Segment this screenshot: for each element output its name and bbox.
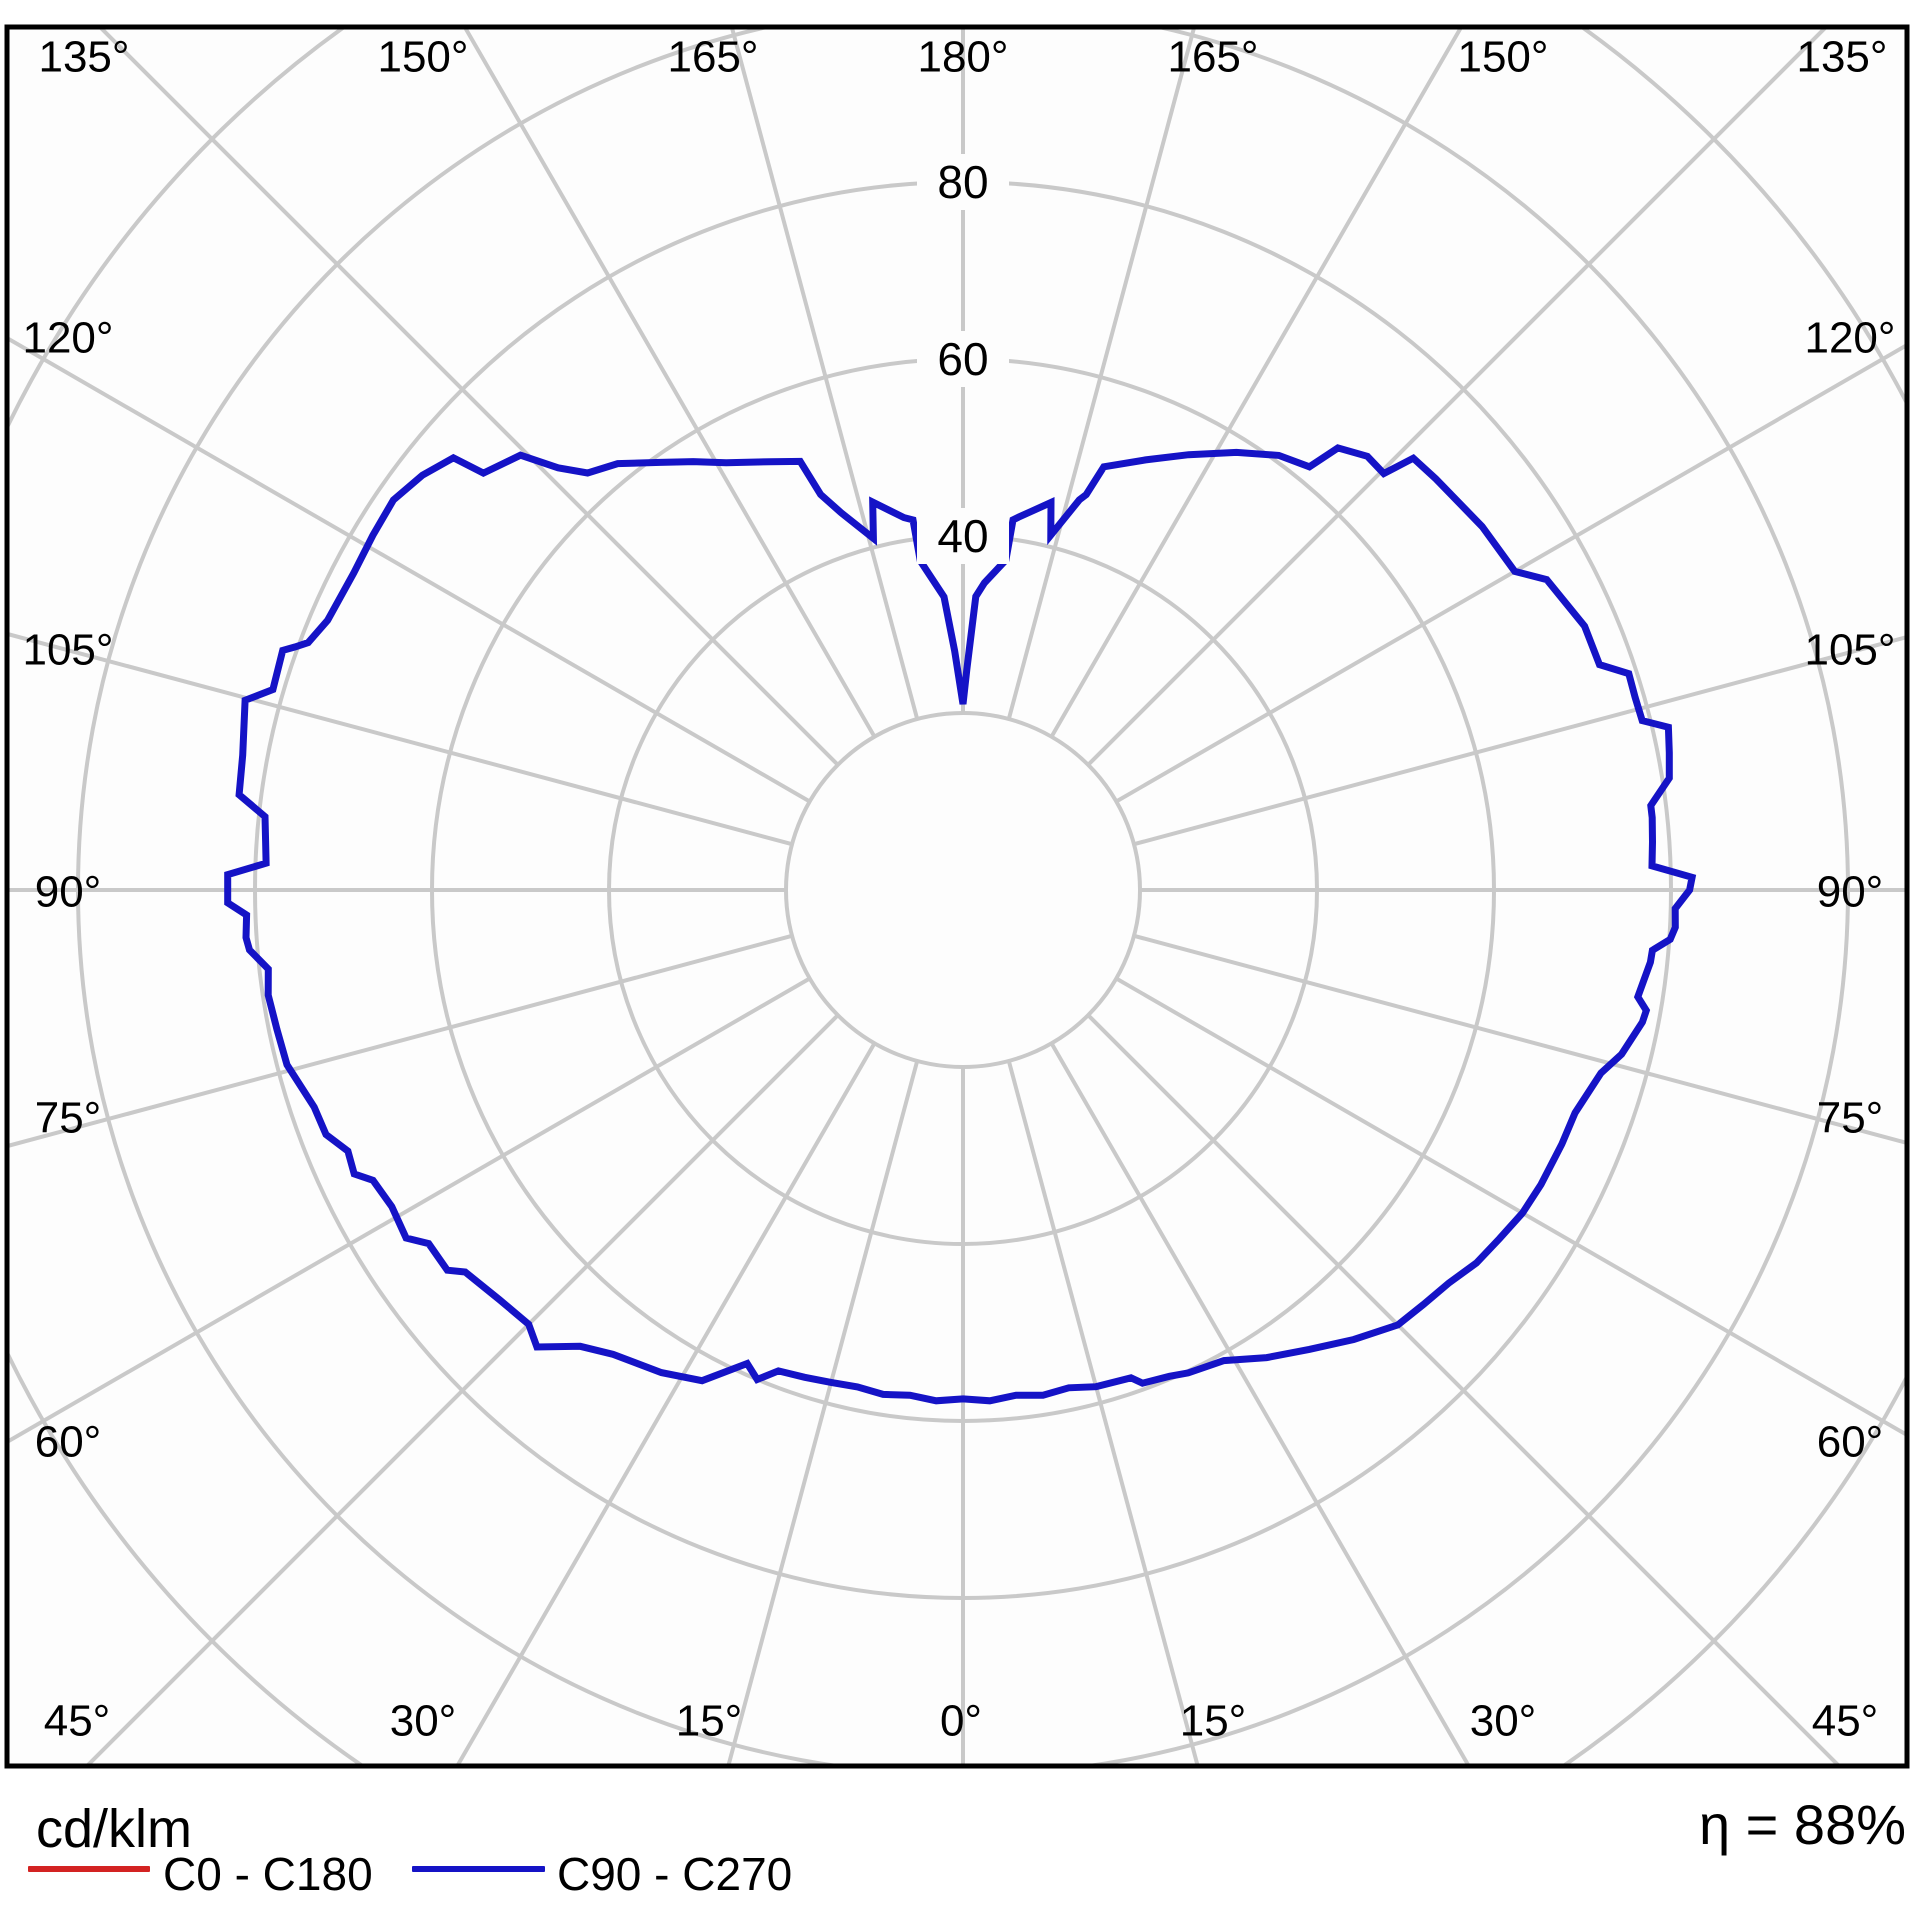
legend-label-c0-c180: C0 - C180 <box>163 1848 373 1900</box>
grid-radial <box>1115 976 1905 1437</box>
units-label: cd/klm <box>36 1799 193 1859</box>
grid-radial <box>1006 1060 1200 1764</box>
angle-label: 135° <box>1796 33 1887 82</box>
plot-border <box>4 24 1910 1769</box>
angle-label: 75° <box>35 1094 102 1143</box>
grid-radial <box>9 933 793 1148</box>
angle-label: 165° <box>667 33 758 82</box>
grid-radial <box>99 29 840 767</box>
angle-label: 45° <box>44 1697 111 1746</box>
angle-label: 90° <box>1817 868 1884 917</box>
angle-label: 90° <box>35 868 102 917</box>
grid-radial <box>1115 343 1905 804</box>
angle-label: 150° <box>377 33 468 82</box>
grid-radial <box>86 1013 840 1764</box>
ring-label-backplate <box>917 331 1009 387</box>
grid-radial <box>1133 635 1905 847</box>
grid-radial <box>1049 29 1463 738</box>
angle-label: 180° <box>917 33 1008 82</box>
grid-radial <box>9 632 793 847</box>
angle-labels: 135° 150° 165° 180° 165° 150° 135° 45° 30° 15° 0° 1… <box>22 33 1895 1746</box>
angle-label: 105° <box>22 626 113 675</box>
angle-label: 0° <box>940 1697 982 1746</box>
ring-value-labels: 40 60 80 <box>917 154 1009 564</box>
angle-label: 75° <box>1817 1094 1884 1143</box>
grid-radial <box>1086 29 1827 767</box>
grid-radial <box>1133 933 1905 1145</box>
angle-label: 15° <box>676 1697 743 1746</box>
grid-radial <box>9 336 811 804</box>
angle-label: 45° <box>1812 1697 1879 1746</box>
legend-label-c90-c270: C90 - C270 <box>557 1848 793 1900</box>
c90-c270-line-swatch <box>412 1866 545 1872</box>
grid-radial <box>463 29 877 738</box>
angle-label: 60° <box>35 1418 102 1467</box>
angle-label: 30° <box>390 1697 457 1746</box>
ring-label-backplate <box>917 154 1009 210</box>
angle-label: 150° <box>1457 33 1548 82</box>
ring-label: 40 <box>937 510 988 562</box>
c0-c180-line-swatch <box>28 1866 150 1872</box>
angle-label: 105° <box>1804 626 1895 675</box>
angle-label: 165° <box>1167 33 1258 82</box>
intensity-curves <box>224 444 1697 1405</box>
ring-label-backplate <box>917 508 1009 564</box>
angle-label: 15° <box>1180 1697 1247 1746</box>
c90-c270-curve <box>224 444 1697 1405</box>
grid-radial <box>726 1060 920 1764</box>
grid-radial <box>1086 1013 1840 1764</box>
grid-radial <box>456 1042 877 1764</box>
angle-label: 30° <box>1470 1697 1537 1746</box>
plot-background <box>7 27 1907 1766</box>
angle-label: 120° <box>1804 314 1895 363</box>
ring-label: 80 <box>937 156 988 208</box>
ring-label: 60 <box>937 333 988 385</box>
angle-label: 135° <box>38 33 129 82</box>
grid-radial <box>9 976 811 1444</box>
efficiency-value: η = 88% <box>1698 1793 1906 1856</box>
angle-label: 120° <box>22 314 113 363</box>
angle-label: 60° <box>1817 1418 1884 1467</box>
grid-radial <box>1049 1042 1470 1764</box>
grid-radial <box>1006 29 1196 720</box>
